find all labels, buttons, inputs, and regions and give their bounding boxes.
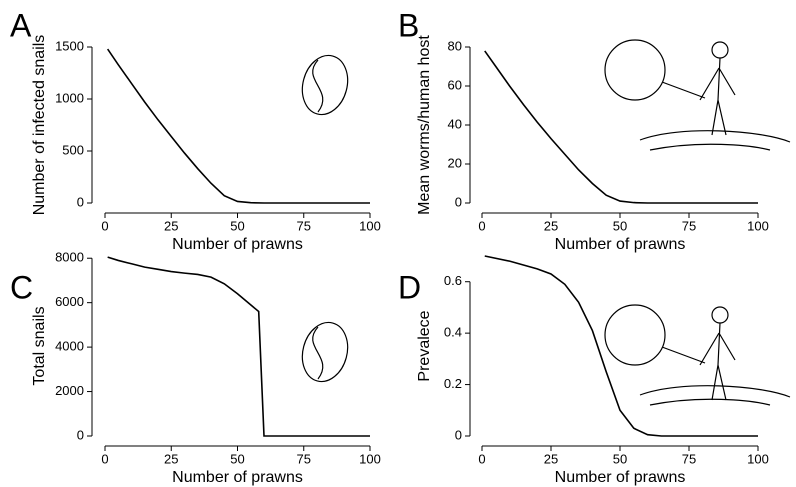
data-line — [484, 255, 758, 437]
y-tick-label: 2000 — [55, 383, 84, 398]
panel-label: B — [398, 7, 419, 43]
x-tick-label: 0 — [101, 218, 108, 233]
x-axis-label: Number of prawns — [555, 236, 686, 253]
panel-label: D — [398, 269, 421, 305]
x-tick-label: 75 — [297, 218, 311, 233]
y-axis-label: Number of infected snails — [31, 35, 48, 216]
y-tick-label: 0 — [455, 194, 462, 209]
x-tick-label: 0 — [478, 218, 485, 233]
data-line — [107, 256, 370, 437]
x-tick-label: 50 — [230, 451, 244, 466]
y-axis-label: Prevalece — [416, 310, 433, 381]
y-tick-label: 40 — [448, 116, 462, 131]
y-tick-label: 0.2 — [444, 376, 462, 391]
x-tick-label: 25 — [544, 451, 558, 466]
y-tick-label: 1000 — [55, 90, 84, 105]
x-tick-label: 100 — [359, 218, 381, 233]
y-tick-label: 20 — [448, 155, 462, 170]
snail-illustration — [301, 54, 349, 116]
y-tick-label: 500 — [62, 142, 84, 157]
x-tick-label: 100 — [359, 451, 381, 466]
y-tick-label: 0 — [77, 427, 84, 442]
y-tick-label: 60 — [448, 77, 462, 92]
y-tick-label: 0.6 — [444, 273, 462, 288]
y-tick-label: 0.4 — [444, 325, 462, 340]
x-axis-label: Number of prawns — [555, 469, 686, 486]
panel-label: C — [10, 269, 33, 305]
x-tick-label: 25 — [164, 451, 178, 466]
y-tick-label: 1500 — [55, 38, 84, 53]
human-illustration — [604, 304, 791, 406]
x-tick-label: 0 — [478, 451, 485, 466]
x-axis-label: Number of prawns — [172, 236, 303, 253]
y-axis-label: Total snails — [31, 306, 48, 385]
x-tick-label: 25 — [164, 218, 178, 233]
x-tick-label: 100 — [747, 218, 769, 233]
y-tick-label: 4000 — [55, 339, 84, 354]
x-tick-label: 50 — [230, 218, 244, 233]
data-line — [106, 48, 370, 204]
panel-label: A — [10, 7, 32, 43]
x-tick-label: 25 — [544, 218, 558, 233]
x-tick-label: 75 — [682, 218, 696, 233]
snail-illustration — [301, 321, 349, 383]
x-axis-label: Number of prawns — [172, 469, 303, 486]
x-tick-label: 75 — [297, 451, 311, 466]
x-tick-label: 75 — [682, 451, 696, 466]
x-tick-label: 100 — [747, 451, 769, 466]
y-tick-label: 6000 — [55, 294, 84, 309]
human-illustration — [604, 39, 791, 151]
data-line — [484, 50, 758, 204]
x-tick-label: 50 — [613, 451, 627, 466]
y-axis-label: Mean worms/human host — [416, 35, 433, 215]
y-tick-label: 0 — [455, 427, 462, 442]
x-tick-label: 0 — [101, 451, 108, 466]
y-tick-label: 80 — [448, 38, 462, 53]
x-tick-label: 50 — [613, 218, 627, 233]
y-tick-label: 0 — [77, 194, 84, 209]
y-tick-label: 8000 — [55, 250, 84, 265]
